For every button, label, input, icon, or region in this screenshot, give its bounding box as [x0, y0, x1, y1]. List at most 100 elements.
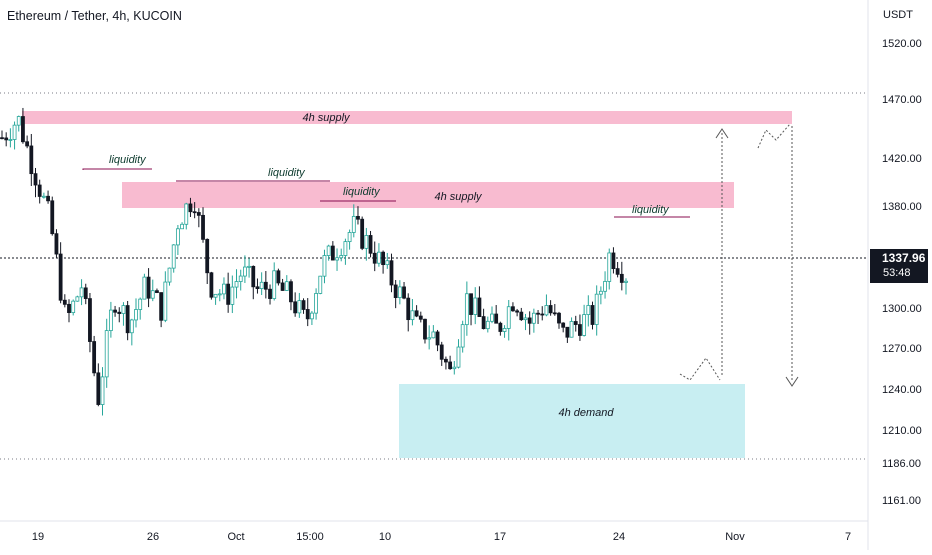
price-tick-label: 1210.00 [882, 425, 922, 437]
candle-body [607, 252, 612, 282]
candle-body [117, 311, 122, 314]
liquidity-label: liquidity [109, 154, 147, 166]
candle-body [473, 297, 478, 315]
candle-body [301, 300, 306, 310]
price-tick-label: 1520.00 [882, 38, 922, 50]
candle-body [393, 284, 398, 299]
candle-body [50, 200, 55, 235]
candle-body [544, 305, 549, 316]
candle-body [280, 282, 285, 291]
supply-zone-mid[interactable] [122, 182, 734, 208]
candle-body [58, 253, 63, 301]
candle-body [129, 319, 134, 334]
candle-body [594, 293, 599, 325]
candle-body [498, 322, 503, 332]
candle-body [150, 290, 155, 299]
candle-body [175, 228, 180, 246]
candle-body [598, 290, 603, 295]
candle-body [289, 281, 293, 303]
price-tick-label: 1186.00 [882, 458, 921, 470]
candle-body [448, 361, 453, 370]
demand-zone-label: 4h demand [558, 407, 614, 419]
time-tick-label: 10 [379, 531, 391, 543]
candle-body [142, 276, 147, 300]
candle-body [435, 331, 440, 346]
candle-body [502, 328, 507, 332]
candle-body [469, 293, 473, 315]
supply-zone-top[interactable] [22, 111, 792, 124]
candle-body [25, 141, 30, 147]
candle-body [343, 241, 348, 256]
candle-body [46, 195, 50, 202]
candle-body [125, 305, 130, 334]
projection-path-left [679, 357, 721, 381]
candle-body [347, 232, 352, 243]
price-tick-label: 1270.00 [882, 343, 922, 355]
supply-zone-mid-label: 4h supply [434, 191, 483, 203]
candle-body [134, 309, 138, 321]
price-tick-label: 1380.00 [882, 201, 922, 213]
liquidity-label: liquidity [632, 204, 670, 216]
candle-body [552, 312, 557, 315]
time-tick-label: 26 [147, 531, 159, 543]
candle-body [96, 372, 101, 405]
candle-body [615, 268, 620, 275]
candle-body [477, 297, 482, 317]
candle-body [263, 281, 268, 290]
candle-body [410, 310, 415, 321]
candle-body [569, 321, 574, 338]
candle-body [464, 293, 469, 326]
candle-body [247, 265, 251, 268]
projection-path-right [757, 123, 791, 149]
candle-body [205, 238, 210, 274]
candle-body [494, 313, 499, 324]
candle-body [531, 312, 536, 324]
candle-body [423, 318, 427, 340]
candle-body [4, 137, 9, 141]
candle-body [624, 280, 628, 283]
candle-body [364, 235, 369, 249]
candle-body [406, 297, 411, 321]
candle-body [402, 286, 406, 299]
bar-countdown: 53:48 [883, 267, 911, 279]
time-tick-label: 17 [494, 531, 506, 543]
candle-body [293, 301, 298, 314]
candle-body [397, 286, 402, 299]
liquidity-marker[interactable]: liquidity [82, 154, 152, 170]
candle-body [456, 346, 461, 368]
candle-body [305, 309, 310, 320]
candle-body [527, 317, 532, 324]
candle-body [104, 330, 109, 378]
demand-zone[interactable] [399, 384, 745, 458]
candle-body [431, 331, 436, 339]
liquidity-marker[interactable]: liquidity [614, 204, 690, 218]
candle-body [540, 313, 545, 316]
candle-body [377, 251, 381, 264]
candle-body [268, 288, 272, 299]
time-tick-label: Oct [227, 531, 244, 543]
last-price-badge: 1337.96 53:48 [870, 249, 928, 283]
price-axis[interactable]: 1520.00 1470.00 1420.00 1380.00 1300.00 1270.… [882, 38, 922, 507]
candle-body [536, 312, 540, 315]
candle-body [439, 344, 444, 360]
price-tick-label: 1240.00 [882, 384, 922, 396]
candle-body [586, 305, 591, 315]
candle-body [238, 275, 243, 282]
candle-body [230, 286, 235, 305]
candle-body [234, 281, 239, 288]
candle-body [339, 255, 344, 259]
liquidity-marker[interactable]: liquidity [176, 167, 330, 182]
liquidity-marker[interactable]: liquidity [320, 186, 396, 202]
candle-body [138, 298, 143, 310]
candle-body [322, 255, 327, 277]
candle-body [79, 287, 84, 298]
currency-label: USDT [883, 9, 913, 21]
time-tick-label: Nov [725, 531, 745, 543]
time-axis[interactable]: 19 26 Oct 15:00 10 17 24 Nov 7 [32, 531, 851, 543]
candle-body [557, 312, 561, 324]
candle-body [88, 298, 92, 342]
candle-body [92, 341, 97, 374]
candle-body [444, 358, 448, 363]
